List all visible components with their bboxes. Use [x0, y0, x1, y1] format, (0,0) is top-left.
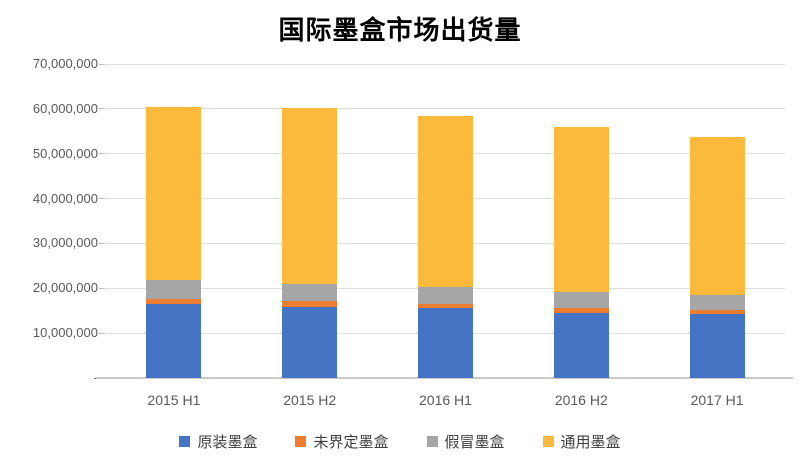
- y-gridline: [106, 63, 785, 65]
- y-axis-label: 50,000,000: [32, 145, 98, 161]
- bar-segment-原装墨盒: [282, 307, 338, 378]
- legend-label: 假冒墨盒: [444, 433, 505, 451]
- bar-segment-未界定墨盒: [282, 300, 338, 308]
- y-axis-label: 20,000,000: [32, 280, 98, 296]
- bar-segment-未界定墨盒: [553, 308, 609, 313]
- legend-swatch-icon: [426, 435, 438, 447]
- bar-segment-假冒墨盒: [553, 291, 609, 309]
- legend-label: 通用墨盒: [560, 433, 621, 451]
- y-axis-label: 70,000,000: [32, 56, 98, 71]
- y-axis-label: 60,000,000: [32, 100, 98, 116]
- bar-segment-通用墨盒: [282, 108, 338, 284]
- y-axis-label: -: [2, 370, 98, 386]
- legend-swatch-icon: [295, 435, 307, 447]
- bar-segment-假冒墨盒: [282, 283, 338, 301]
- chart-title: 国际墨盒市场出货量: [278, 15, 522, 45]
- x-axis-label: 2015 H1: [147, 392, 201, 408]
- y-gridline: [106, 108, 785, 110]
- bar-2016-h1: [418, 115, 473, 378]
- legend-item-原装墨盒: 原装墨盒: [179, 431, 257, 452]
- legend: 原装墨盒 未界定墨盒 假冒墨盒 通用墨盒: [0, 428, 800, 454]
- legend-swatch-icon: [179, 435, 191, 447]
- y-axis-tick: [99, 63, 105, 65]
- legend-item-未界定墨盒: 未界定墨盒: [295, 431, 389, 452]
- y-axis-tick: [99, 108, 105, 110]
- bar-segment-未界定墨盒: [689, 309, 745, 315]
- y-axis-label: 30,000,000: [32, 235, 98, 251]
- bar-2015-h1: [146, 107, 202, 378]
- x-axis-label: 2017 H1: [690, 392, 744, 408]
- y-axis-tick: [99, 153, 105, 155]
- bar-segment-未界定墨盒: [146, 298, 202, 304]
- y-axis-tick: [99, 242, 105, 244]
- bar-segment-假冒墨盒: [418, 287, 473, 304]
- legend-label: 原装墨盒: [197, 433, 258, 451]
- y-axis-tick: [99, 287, 105, 289]
- x-axis-line: [96, 377, 793, 379]
- bar-segment-原装墨盒: [146, 303, 202, 378]
- bar-segment-假冒墨盒: [146, 280, 202, 299]
- bar-2016-h2: [553, 126, 609, 378]
- x-axis-label: 2016 H2: [554, 392, 608, 408]
- y-axis-tick: [99, 198, 105, 200]
- legend-label: 未界定墨盒: [313, 433, 389, 451]
- bar-segment-原装墨盒: [553, 312, 609, 378]
- legend-item-假冒墨盒: 假冒墨盒: [426, 431, 505, 452]
- bar-segment-通用墨盒: [689, 136, 745, 296]
- y-axis-label: 40,000,000: [32, 190, 98, 206]
- bar-segment-假冒墨盒: [689, 295, 745, 310]
- legend-swatch-icon: [542, 435, 554, 447]
- legend-item-通用墨盒: 通用墨盒: [542, 431, 621, 452]
- y-axis-label: 10,000,000: [32, 325, 98, 341]
- bar-2015-h2: [282, 108, 338, 378]
- x-axis-label: 2016 H1: [419, 392, 472, 408]
- x-axis-label: 2015 H2: [283, 392, 337, 408]
- bar-segment-通用墨盒: [418, 115, 473, 288]
- bar-segment-未界定墨盒: [418, 303, 473, 308]
- bar-segment-通用墨盒: [553, 126, 609, 292]
- bar-segment-原装墨盒: [418, 307, 473, 378]
- bar-segment-原装墨盒: [689, 314, 745, 378]
- bar-segment-通用墨盒: [146, 107, 202, 281]
- y-axis-tick: [99, 332, 105, 334]
- bar-2017-h1: [689, 136, 745, 378]
